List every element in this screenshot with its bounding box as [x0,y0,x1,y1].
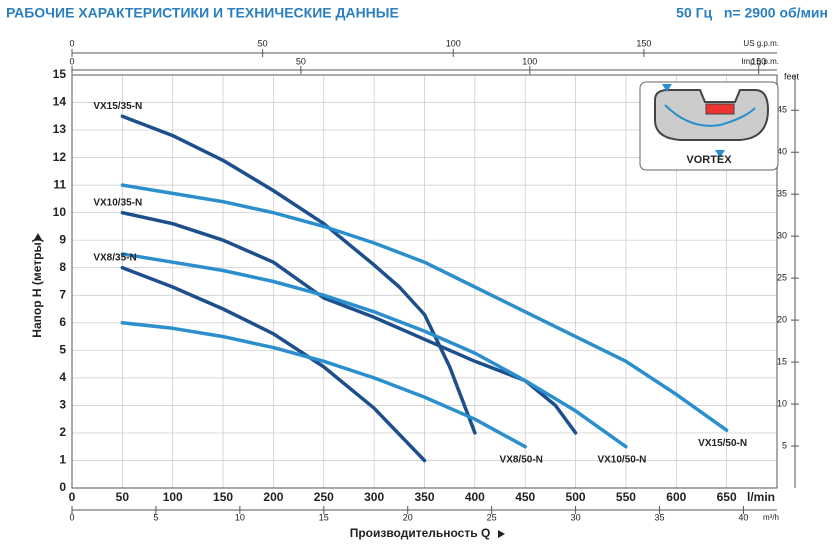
tick-label: 20 [403,512,413,522]
tick-label: 15 [319,512,329,522]
tick-label: 50 [296,56,306,66]
tick-label: 100 [446,38,461,48]
series-line [120,183,729,432]
tick-label: 50 [258,38,268,48]
x-tick-label: 50 [116,490,130,504]
y-tick-label: 14 [53,95,67,109]
x-tick-label: 200 [263,490,283,504]
tick-label: 15 [777,356,787,366]
inset-label: VORTEX [686,154,732,166]
x-tick-label: 400 [465,490,485,504]
tick-label: 150 [636,38,651,48]
arrow [34,233,42,240]
tick-label: 35 [777,189,787,199]
pump-body [654,89,770,141]
series-line [120,252,628,449]
y-tick-label: 4 [59,370,66,384]
arrow [498,530,505,538]
series-line [120,321,527,449]
axis-unit: feet [784,71,800,81]
tick-label: 20 [777,314,787,324]
tick-label: 150 [751,56,766,66]
tick-label: 10 [777,398,787,408]
x-unit: l/min [747,490,775,504]
x-tick-label: 300 [364,490,384,504]
y-tick-label: 15 [53,67,67,81]
tick-label: 100 [522,56,537,66]
x-tick-label: 650 [717,490,737,504]
chart-title: РАБОЧИЕ ХАРАКТЕРИСТИКИ И ТЕХНИЧЕСКИЕ ДАН… [6,5,399,21]
series-label: VX10/35-N [93,197,142,208]
x-tick-label: 550 [616,490,636,504]
series-line [120,210,578,435]
y-tick-label: 9 [59,232,66,246]
y-tick-label: 1 [59,453,66,467]
arrow [662,84,725,158]
series-line [120,114,477,435]
tick-label: 30 [777,231,787,241]
impeller [705,103,735,115]
y-tick-label: 0 [59,480,66,494]
y-tick-label: 5 [59,343,66,357]
tick-label: 45 [777,105,787,115]
tick-label: 0 [69,56,74,66]
x-tick-label: 150 [213,490,233,504]
tick-label: 40 [738,512,748,522]
x-axis-label: Производительность Q [350,526,491,540]
y-tick-label: 13 [53,122,67,136]
x-tick-label: 450 [515,490,535,504]
tick-label: 10 [235,512,245,522]
tick-label: 40 [777,147,787,157]
series-label: VX8/50-N [500,454,543,465]
y-tick-label: 6 [59,315,66,329]
tick-label: 0 [69,512,74,522]
axis-unit: m³/h [763,513,779,522]
x-tick-label: 350 [414,490,434,504]
inset: VORTEX [639,81,779,171]
tick-label: 30 [571,512,581,522]
flow [664,104,756,127]
series-label: VX15/50-N [698,438,747,449]
tick-label: 0 [69,38,74,48]
y-tick-label: 10 [53,205,67,219]
x-tick-label: 100 [163,490,183,504]
x-tick-label: 250 [314,490,334,504]
tick-label: 35 [654,512,664,522]
series-line [120,265,427,463]
y-tick-label: 7 [59,287,66,301]
x-tick-label: 600 [666,490,686,504]
y-tick-label: 3 [59,398,66,412]
tick-label: 25 [487,512,497,522]
y-tick-label: 2 [59,425,66,439]
chart-subtitle: 50 Гц n= 2900 об/мин [676,5,828,21]
tick-label: 5 [153,512,158,522]
tick-label: 25 [777,273,787,283]
axis-unit: US g.p.m. [743,39,779,48]
x-tick-label: 500 [566,490,586,504]
tick-label: 5 [782,440,787,450]
series-label: VX15/35-N [93,101,142,112]
plot-border [71,74,778,489]
series-label: VX8/35-N [93,252,136,263]
y-axis-label: Напор H (метры) [30,238,44,337]
series-label: VX10/50-N [597,454,646,465]
axis-unit: Imp g.p.m. [741,57,779,66]
y-tick-label: 12 [53,150,67,164]
x-tick-label: 0 [69,490,76,504]
y-tick-label: 11 [53,177,66,191]
y-tick-label: 8 [59,260,66,274]
